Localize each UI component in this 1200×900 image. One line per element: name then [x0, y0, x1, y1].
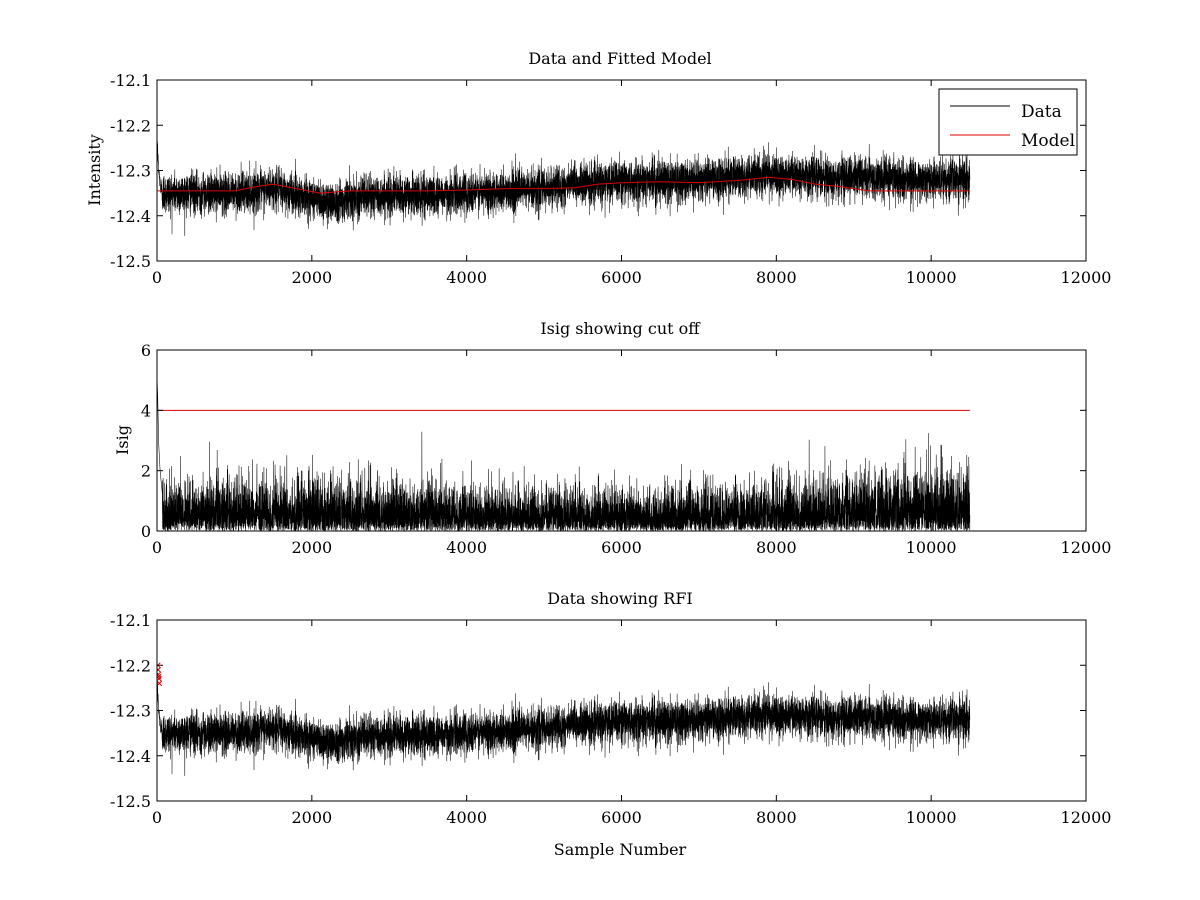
series-model-line [157, 176, 970, 194]
y-tick-label: -12.4 [110, 207, 151, 226]
x-tick-label: 6000 [601, 268, 642, 287]
x-tick-label: 8000 [756, 538, 797, 557]
x-tick-label: 10000 [906, 538, 957, 557]
x-tick-label: 4000 [446, 538, 487, 557]
y-tick-label: -12.2 [110, 116, 151, 135]
x-tick-label: 2000 [291, 538, 332, 557]
x-tick-label: 10000 [906, 808, 957, 827]
legend-box [938, 88, 1078, 156]
y-axis-label-1: Intensity [85, 134, 104, 206]
rfi-marker [157, 680, 163, 687]
legend-entry-model: Model [1021, 131, 1075, 151]
x-tick-label: 10000 [906, 268, 957, 287]
legend-entry-data: Data [1021, 102, 1062, 122]
series-data-line [157, 122, 971, 236]
series-data-line-rfi [157, 662, 971, 776]
plot-area-1 [157, 122, 971, 236]
plot-area-2 [157, 374, 971, 531]
rfi-marker [157, 671, 162, 678]
panel-data-and-model: Data and Fitted Model Intensity 0 2000 400… [85, 49, 1111, 287]
x-tick-label: 6000 [601, 808, 642, 827]
y-tick-label: 6 [141, 341, 151, 360]
x-tick-label: 2000 [291, 268, 332, 287]
ticks-3: 0 2000 4000 6000 8000 10000 12000 -12.5 -12.4 -12… [110, 611, 1111, 827]
y-tick-label: -12.5 [110, 792, 151, 811]
legend: Data Model [938, 88, 1078, 156]
panel-data-rfi: Data showing RFI 0 2000 4000 6000 8000 10000 1… [110, 589, 1111, 859]
x-tick-label: 4000 [446, 808, 487, 827]
chart-title-1: Data and Fitted Model [528, 49, 711, 68]
x-tick-label: 0 [152, 268, 162, 287]
rfi-marker [157, 666, 161, 673]
x-tick-label: 12000 [1061, 808, 1112, 827]
plot-area-3 [157, 662, 971, 776]
x-tick-label: 0 [152, 538, 162, 557]
chart-title-2: Isig showing cut off [540, 319, 701, 338]
ticks-1: 0 2000 4000 6000 8000 10000 12000 -12.5 -12.4 -12… [110, 71, 1111, 287]
x-tick-label: 12000 [1061, 268, 1112, 287]
x-tick-label: 2000 [291, 808, 332, 827]
y-tick-label: -12.1 [110, 611, 151, 630]
panel-isig: Isig showing cut off Isig 0 2000 4000 6000 8… [113, 319, 1111, 557]
x-tick-label: 8000 [756, 268, 797, 287]
y-tick-label: -12.1 [110, 71, 151, 90]
y-tick-label: -12.3 [110, 702, 151, 721]
x-tick-label: 4000 [446, 268, 487, 287]
y-tick-label: -12.3 [110, 162, 151, 181]
chart-title-3: Data showing RFI [547, 589, 692, 608]
ticks-2: 0 2000 4000 6000 8000 10000 12000 0 2 4 6 [141, 341, 1112, 557]
y-tick-label: -12.4 [110, 747, 151, 766]
y-tick-label: 2 [141, 462, 151, 481]
x-axis-label: Sample Number [554, 840, 687, 859]
y-tick-label: 4 [141, 401, 151, 420]
y-tick-label: -12.5 [110, 252, 151, 271]
x-tick-label: 12000 [1061, 538, 1112, 557]
series-isig-line [157, 374, 971, 531]
x-tick-label: 8000 [756, 808, 797, 827]
y-tick-label: -12.2 [110, 656, 151, 675]
x-tick-label: 6000 [601, 538, 642, 557]
x-tick-label: 0 [152, 808, 162, 827]
y-axis-label-2: Isig [113, 425, 132, 455]
y-tick-label: 0 [141, 522, 151, 541]
